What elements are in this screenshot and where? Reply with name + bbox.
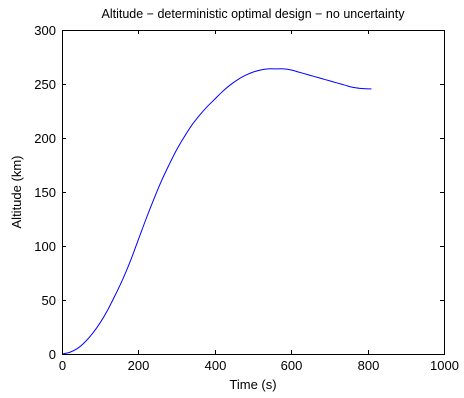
y-tick-label: 50 <box>42 293 56 308</box>
y-tick-label: 100 <box>34 239 56 254</box>
y-tick-label: 300 <box>34 23 56 38</box>
y-tick-label: 250 <box>34 77 56 92</box>
x-tick-label: 0 <box>59 358 66 373</box>
plot-area-frame <box>62 30 445 355</box>
x-tick-label: 800 <box>358 358 380 373</box>
x-tick-label: 600 <box>281 358 303 373</box>
y-tick-label: 0 <box>49 347 56 362</box>
x-tick-label: 1000 <box>430 358 459 373</box>
y-axis-label: Altitude (km) <box>9 156 24 229</box>
x-tick-label: 200 <box>128 358 150 373</box>
axis-ticks: 0 200 400 600 800 1000 0 50 100 150 200 250 300 <box>34 23 459 373</box>
x-tick-label: 400 <box>205 358 227 373</box>
altitude-series-line <box>61 68 372 355</box>
x-axis-label: Time (s) <box>229 377 276 392</box>
y-tick-label: 200 <box>34 131 56 146</box>
y-tick-label: 150 <box>34 185 56 200</box>
chart-title: Altitude − deterministic optimal design … <box>102 7 406 21</box>
